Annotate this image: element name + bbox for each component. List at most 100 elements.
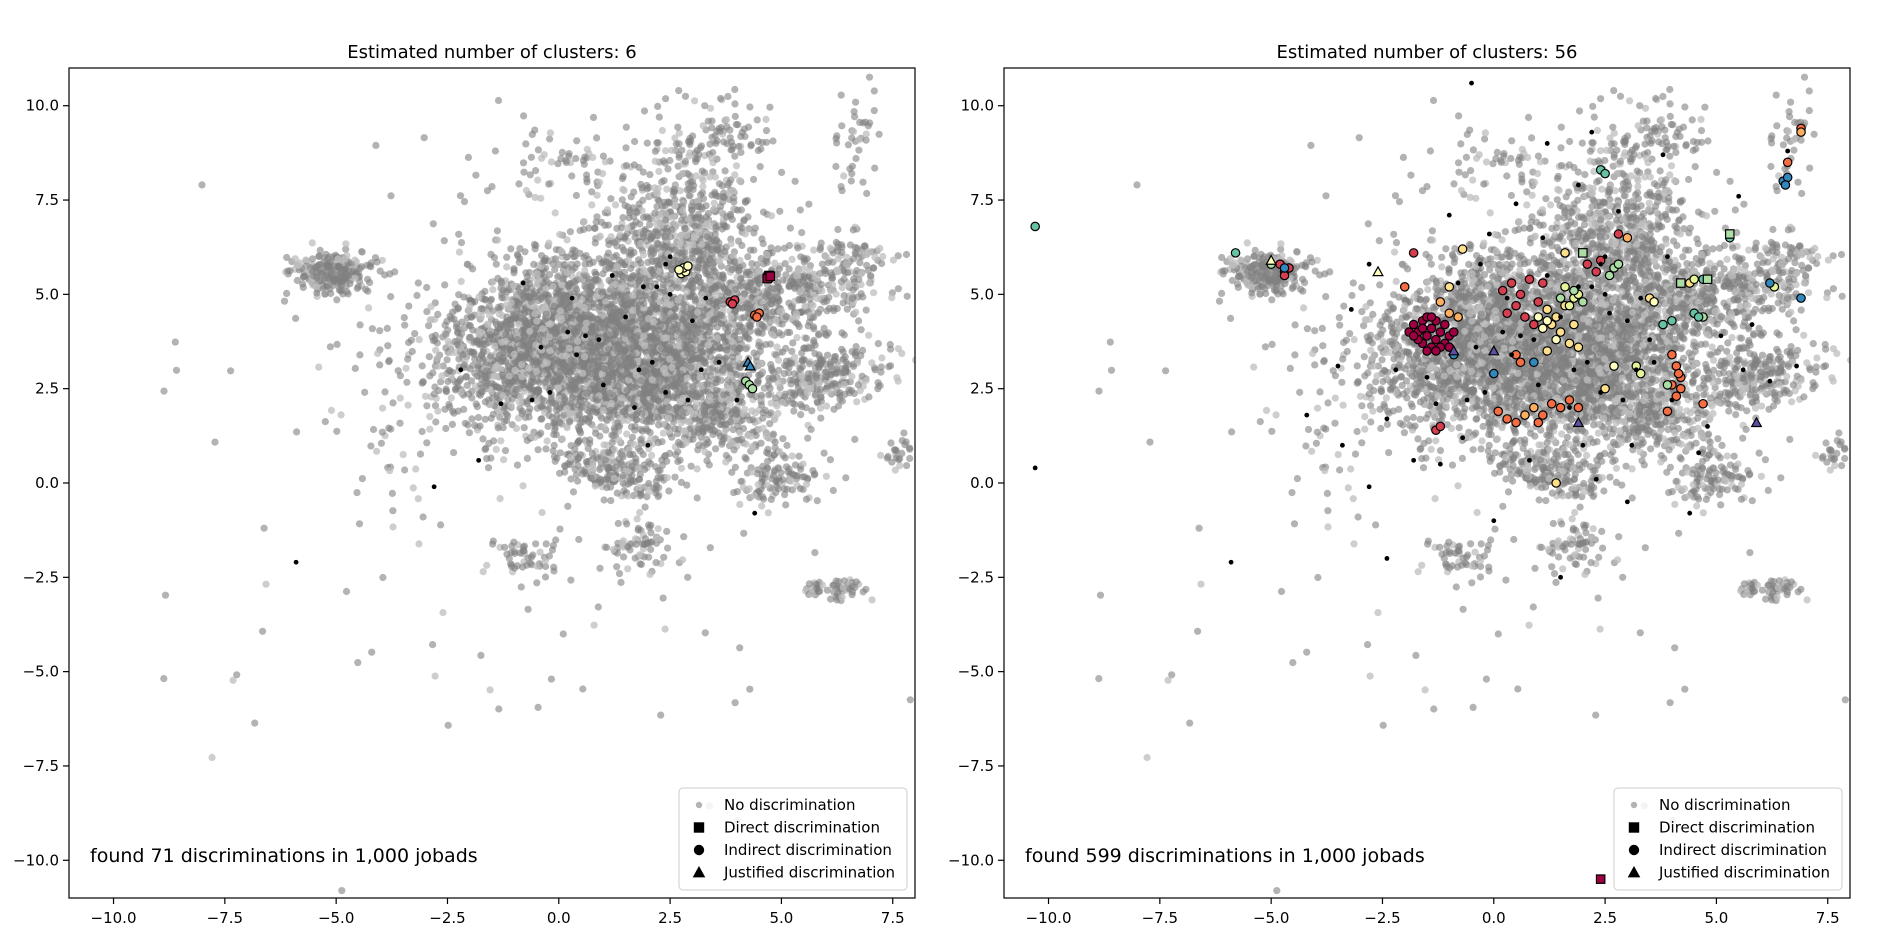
background-point — [551, 255, 560, 263]
background-point — [577, 398, 585, 406]
left-scatter-panel: Estimated number of clusters: 6 −10.0 −7.… — [13, 42, 916, 927]
background-point — [778, 320, 786, 328]
background-point — [737, 275, 745, 283]
background-point — [776, 307, 784, 315]
background-point — [510, 266, 518, 274]
background-point — [539, 325, 547, 333]
background-point — [767, 212, 776, 220]
background-point — [769, 375, 778, 383]
background-point — [699, 348, 707, 356]
background-point — [509, 385, 517, 393]
background-point — [671, 305, 679, 313]
background-point — [674, 278, 682, 286]
background-point — [697, 301, 705, 309]
background-point — [538, 252, 546, 260]
background-point — [830, 304, 838, 312]
background-point — [655, 305, 664, 313]
background-point — [554, 273, 562, 281]
background-point — [563, 313, 572, 321]
background-point — [838, 284, 846, 292]
background-point — [760, 323, 768, 331]
background-point — [735, 327, 743, 335]
background-point — [789, 339, 797, 347]
background-point — [840, 381, 848, 389]
background-point — [802, 334, 811, 342]
background-point — [455, 230, 463, 238]
background-point — [563, 236, 571, 244]
background-point — [525, 364, 533, 372]
background-point — [684, 349, 692, 357]
background-point — [782, 344, 790, 352]
background-point — [283, 289, 291, 297]
background-point — [591, 224, 599, 232]
background-point — [804, 434, 812, 442]
background-point — [566, 409, 574, 417]
background-point — [737, 206, 746, 214]
background-point — [547, 396, 555, 405]
background-point — [353, 284, 361, 292]
background-point — [675, 87, 683, 95]
background-point — [809, 301, 817, 309]
background-point — [561, 332, 569, 340]
background-point — [810, 246, 818, 254]
background-point — [618, 355, 626, 363]
background-point — [581, 415, 589, 423]
background-point — [564, 283, 573, 291]
background-point — [756, 267, 764, 275]
background-point — [555, 418, 564, 426]
background-point — [654, 439, 662, 447]
background-point — [649, 388, 657, 396]
background-point — [622, 144, 630, 152]
background-point — [791, 370, 799, 378]
background-point — [364, 287, 372, 295]
background-point — [556, 296, 564, 305]
background-point — [582, 375, 590, 383]
background-point — [758, 329, 766, 337]
background-point — [817, 414, 825, 422]
background-point — [849, 362, 858, 370]
background-point — [611, 280, 619, 289]
background-point — [795, 295, 803, 303]
background-point — [680, 333, 688, 341]
background-point — [805, 375, 813, 383]
background-point — [823, 307, 831, 315]
background-point — [626, 371, 634, 379]
background-point — [724, 362, 732, 370]
background-point — [619, 408, 627, 416]
background-point — [594, 354, 602, 362]
background-point — [684, 322, 692, 330]
background-point — [637, 376, 645, 385]
background-point — [623, 386, 632, 394]
background-point — [344, 290, 352, 298]
background-point — [759, 240, 767, 248]
background-point — [415, 336, 423, 344]
background-point — [575, 377, 583, 385]
background-point — [531, 288, 539, 296]
background-point — [594, 276, 602, 284]
background-point — [607, 370, 615, 378]
background-point — [771, 259, 779, 267]
background-point — [641, 382, 649, 390]
background-point — [791, 353, 799, 361]
background-point — [696, 284, 705, 292]
background-point — [688, 332, 696, 340]
background-point — [441, 321, 449, 329]
background-point — [619, 214, 627, 222]
background-point — [744, 253, 752, 261]
background-point — [581, 266, 589, 274]
background-point — [434, 310, 442, 318]
background-point — [736, 344, 744, 352]
background-point — [381, 271, 389, 279]
background-point — [594, 341, 602, 349]
background-point — [556, 449, 564, 457]
background-point — [463, 260, 472, 268]
background-point — [567, 356, 575, 364]
background-point — [586, 339, 594, 347]
background-point — [878, 354, 886, 362]
background-point — [358, 248, 366, 256]
background-point — [604, 249, 613, 257]
background-point — [790, 407, 798, 415]
background-point — [575, 315, 583, 323]
background-point — [591, 324, 599, 332]
background-point — [629, 291, 637, 299]
